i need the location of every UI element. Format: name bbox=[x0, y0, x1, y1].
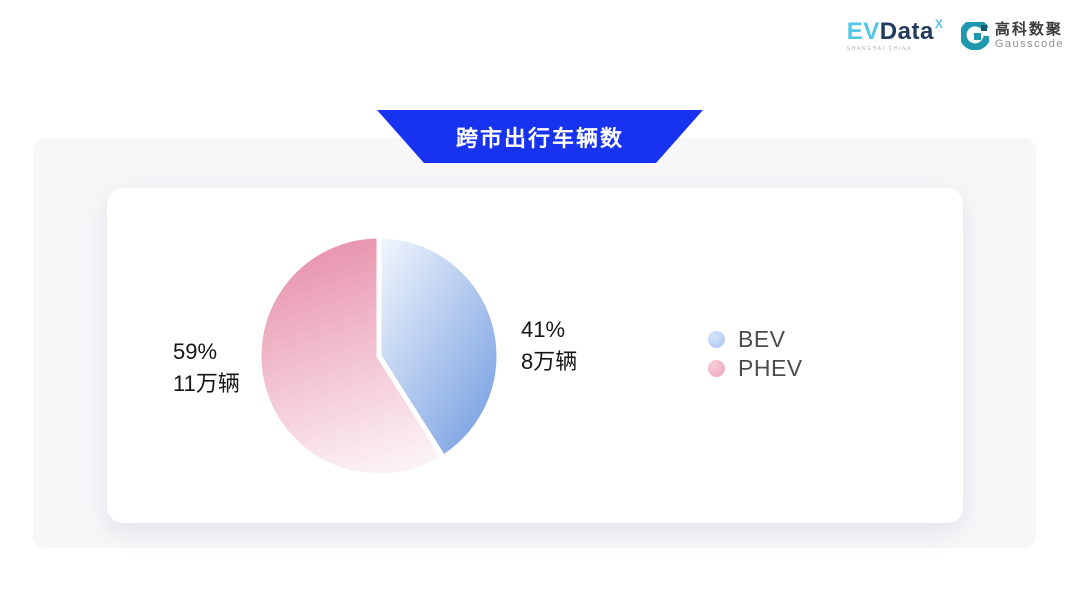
chart-title: 跨市出行车辆数 bbox=[455, 125, 624, 151]
bev-value: 8万辆 bbox=[521, 349, 578, 374]
phev-value: 11万辆 bbox=[173, 371, 240, 396]
pie-chart bbox=[249, 226, 509, 486]
bev-legend-label: BEV bbox=[738, 325, 786, 352]
pie-slice-phev[interactable] bbox=[256, 233, 446, 479]
evdata-logo-data: Data bbox=[879, 18, 934, 45]
evdata-logo-x: X bbox=[934, 17, 943, 31]
bev-legend-dot-icon bbox=[708, 330, 725, 348]
bev-slice-label: 41% 8万辆 bbox=[521, 314, 577, 378]
phev-legend-label: PHEV bbox=[738, 354, 803, 381]
phev-slice-label: 59% 11万辆 bbox=[173, 336, 240, 400]
chart-card: 41% 8万辆 59% 11万辆 BEV PHEV bbox=[107, 188, 963, 523]
legend-item-bev[interactable]: BEV bbox=[708, 325, 803, 352]
evdata-logo-tagline: SHANGHAI CHINA bbox=[846, 46, 913, 52]
header-logos: EV Data X SHANGHAI CHINA 高科数聚 Gausscode bbox=[846, 17, 1064, 52]
evdata-logo: EV Data X SHANGHAI CHINA bbox=[846, 17, 943, 52]
legend-item-phev[interactable]: PHEV bbox=[708, 354, 803, 381]
gausscode-g-icon bbox=[959, 19, 991, 51]
bev-percent: 41% bbox=[521, 317, 566, 342]
phev-legend-dot-icon bbox=[708, 359, 725, 377]
chart-title-banner: 跨市出行车辆数 bbox=[377, 110, 703, 163]
gausscode-logo-cn: 高科数聚 bbox=[994, 20, 1063, 38]
phev-percent: 59% bbox=[173, 339, 218, 364]
chart-legend: BEV PHEV bbox=[708, 325, 803, 381]
gausscode-logo: 高科数聚 Gausscode bbox=[959, 19, 1064, 51]
gausscode-logo-en: Gausscode bbox=[994, 38, 1064, 51]
evdata-logo-ev: EV bbox=[846, 18, 880, 45]
